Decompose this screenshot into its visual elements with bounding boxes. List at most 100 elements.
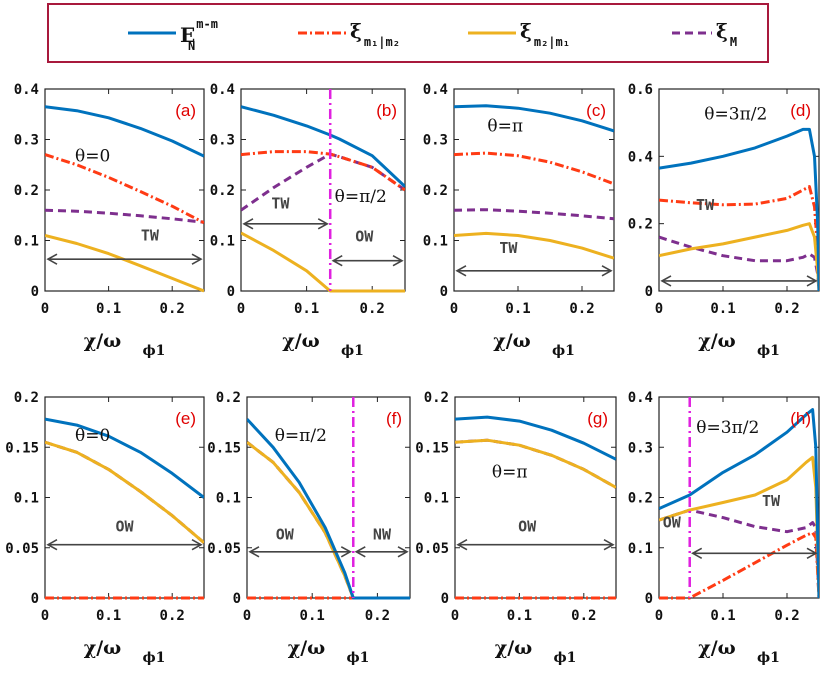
theta-label: θ=3π/2: [704, 104, 767, 124]
y-tick-label: 0.1: [14, 491, 39, 507]
x-axis-label: χ/ω: [698, 637, 736, 659]
arrowhead-left-icon: [248, 546, 260, 558]
x-axis-label: χ/ω: [493, 330, 531, 352]
series-line-xi-m1m2: [45, 153, 204, 225]
arrowhead-right-icon: [601, 265, 613, 277]
y-tick-label: 0.15: [207, 440, 241, 456]
x-axis-label: χ/ω: [84, 637, 122, 659]
y-tick-label: 0.3: [14, 133, 39, 149]
y-tick-label: 0.4: [14, 82, 39, 98]
x-tick-label: 0.2: [774, 301, 799, 317]
region-label: TW: [141, 227, 160, 245]
arrowhead-left-icon: [331, 255, 343, 267]
arrowhead-right-icon: [806, 547, 818, 559]
panel-label: (d): [790, 101, 811, 120]
panel-g: 0 0.05 0.1 0.15 0.2 0 0.1 0.2 χ/ω ϕ1 OW (g) θ=π: [415, 390, 617, 666]
series-line-xi-m1m2: [659, 185, 819, 292]
series-group: [247, 418, 410, 600]
series-line-entanglement: [454, 104, 614, 133]
x-tick-label: 0: [41, 301, 49, 317]
series-line-entanglement: [659, 127, 819, 292]
y-tick-label: 0.1: [423, 234, 448, 250]
series-line-entanglement: [455, 415, 616, 461]
arrowhead-right-icon: [191, 253, 203, 265]
series-line-xi-m1m2: [659, 531, 819, 600]
theta-label: θ=π: [492, 462, 528, 482]
x-tick-label: 0: [243, 608, 251, 624]
panels: 0 0.1 0.2 0.3 0.4 0 0.1 0.2 χ/ω ϕ1 TW (a) θ=0 0 0.1 0.2…: [5, 82, 820, 666]
y-tick-label: 0.1: [216, 491, 241, 507]
panel-c: 0 0.1 0.2 0.3 0.4 0 0.1 0.2 χ/ω ϕ1 TW (c) θ=π: [423, 82, 615, 359]
panel-label: (h): [790, 409, 811, 428]
y-tick-label: 0.15: [5, 440, 39, 456]
region-label: OW: [115, 518, 134, 536]
panel-a: 0 0.1 0.2 0.3 0.4 0 0.1 0.2 χ/ω ϕ1 TW (a) θ=0: [14, 82, 205, 359]
x-tick-label: 0.2: [774, 608, 799, 624]
x-axis-label: χ/ω: [288, 637, 326, 659]
panel-f: 0 0.05 0.1 0.15 0.2 0 0.1 0.2 χ/ω ϕ1 OW NW (f) θ=π/2: [207, 390, 411, 666]
series-group: [455, 415, 616, 600]
y-tick-label: 0.1: [628, 541, 653, 557]
arrowhead-left-icon: [354, 546, 366, 558]
x-axis-label-sub: ϕ1: [757, 650, 780, 666]
arrowhead-left-icon: [691, 547, 703, 559]
y-tick-label: 0.15: [415, 440, 449, 456]
x-tick-label: 0.1: [710, 301, 735, 317]
series-line-entanglement: [45, 105, 204, 158]
y-tick-label: 0.1: [14, 234, 39, 250]
plot-area: [44, 396, 205, 599]
theta-label: θ=π/2: [275, 426, 327, 446]
y-tick-label: 0.4: [628, 390, 653, 406]
panel-d: 0 0.2 0.4 0.6 0 0.1 0.2 χ/ω ϕ1 TW (d) θ=3π/2: [628, 82, 820, 359]
x-tick-label: 0: [41, 608, 49, 624]
arrowhead-left-icon: [456, 539, 468, 551]
arrowhead-left-icon: [660, 275, 672, 287]
x-tick-label: 0: [450, 301, 458, 317]
x-tick-label: 0.1: [507, 608, 532, 624]
legend-xi-m1m2-main: ξ: [350, 19, 362, 43]
x-tick-label: 0.2: [360, 301, 385, 317]
arrowhead-right-icon: [317, 218, 329, 230]
x-tick-label: 0.2: [571, 608, 596, 624]
arrowhead-left-icon: [242, 218, 254, 230]
arrowhead-left-icon: [46, 539, 58, 551]
x-axis-label-sub: ϕ1: [554, 650, 577, 666]
panel-label: (c): [586, 101, 606, 120]
y-tick-label: 0.4: [210, 82, 235, 98]
region-label: OW: [276, 526, 295, 544]
legend-label-xi-m2m1: ξ m₂|m₁: [520, 19, 570, 49]
region-label: OW: [355, 228, 374, 246]
y-tick-label: 0: [645, 591, 653, 607]
x-tick-label: 0: [655, 608, 663, 624]
x-tick-label: 0.1: [96, 608, 121, 624]
x-tick-label: 0: [655, 301, 663, 317]
arrowhead-right-icon: [340, 546, 352, 558]
series-line-entanglement: [45, 417, 204, 499]
region-label: NW: [373, 526, 392, 544]
series-group: [45, 417, 204, 600]
arrowhead-left-icon: [46, 253, 58, 265]
x-tick-label: 0: [237, 301, 245, 317]
y-tick-label: 0.2: [424, 390, 449, 406]
x-axis-label: χ/ω: [282, 330, 320, 352]
panel-label: (a): [175, 101, 196, 120]
theta-label: θ=0: [75, 147, 110, 167]
region-label: TW: [499, 239, 518, 257]
y-tick-label: 0.1: [424, 491, 449, 507]
arrowhead-right-icon: [806, 275, 818, 287]
legend-xi-M-sub: M: [730, 35, 737, 49]
x-axis-label-sub: ϕ1: [143, 650, 166, 666]
y-tick-label: 0: [31, 591, 39, 607]
y-tick-label: 0.3: [210, 133, 235, 149]
panel-label: (g): [587, 409, 608, 428]
panel-h: 0 0.1 0.2 0.3 0.4 0 0.1 0.2 χ/ω ϕ1 OW TW (h) θ=3π/2: [628, 390, 820, 666]
arrowhead-right-icon: [397, 546, 409, 558]
arrowhead-right-icon: [392, 255, 404, 267]
legend-xi-M-main: ξ: [716, 19, 728, 43]
plot-area: [454, 396, 617, 599]
arrowhead-left-icon: [455, 265, 467, 277]
theta-label: θ=0: [75, 426, 110, 446]
series-line-xi-M: [659, 508, 819, 599]
